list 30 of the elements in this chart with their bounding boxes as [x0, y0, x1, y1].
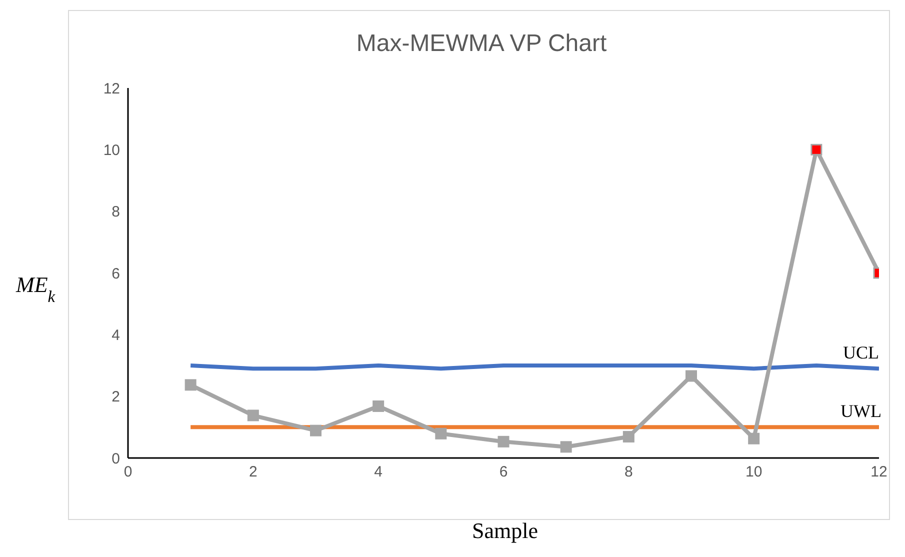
- x-tick-label: 6: [499, 464, 508, 481]
- point: [498, 436, 510, 448]
- chart-title: Max-MEWMA VP Chart: [355, 30, 608, 58]
- series-label: UCL: [843, 342, 879, 363]
- y-tick-label: 4: [112, 326, 120, 344]
- x-tick-label: 12: [870, 464, 888, 481]
- x-axis-title: Sample: [472, 518, 538, 543]
- y-tick-label: 10: [103, 142, 120, 159]
- x-tick-label: 10: [745, 464, 762, 481]
- point: [372, 400, 384, 412]
- series-label: UWL: [840, 401, 882, 422]
- y-axis-title: ME$_{k}$: [15, 272, 56, 306]
- point: [310, 424, 322, 436]
- point: [810, 144, 822, 156]
- point: [247, 410, 259, 422]
- point: [184, 379, 196, 391]
- x-tick-label: 8: [624, 464, 633, 481]
- y-tick-label: 8: [112, 204, 120, 221]
- point: [622, 430, 634, 442]
- x-tick-label: 4: [374, 464, 383, 481]
- y-tick-label: 6: [112, 265, 120, 282]
- point: [435, 428, 447, 440]
- y-tick-label: 0: [112, 450, 120, 468]
- x-tick-label: 0: [124, 464, 132, 481]
- point: [560, 441, 572, 453]
- point: [686, 370, 697, 382]
- point: [748, 432, 760, 444]
- x-tick-label: 2: [248, 464, 258, 481]
- y-tick-label: 12: [103, 80, 120, 98]
- y-tick-label: 2: [112, 388, 120, 406]
